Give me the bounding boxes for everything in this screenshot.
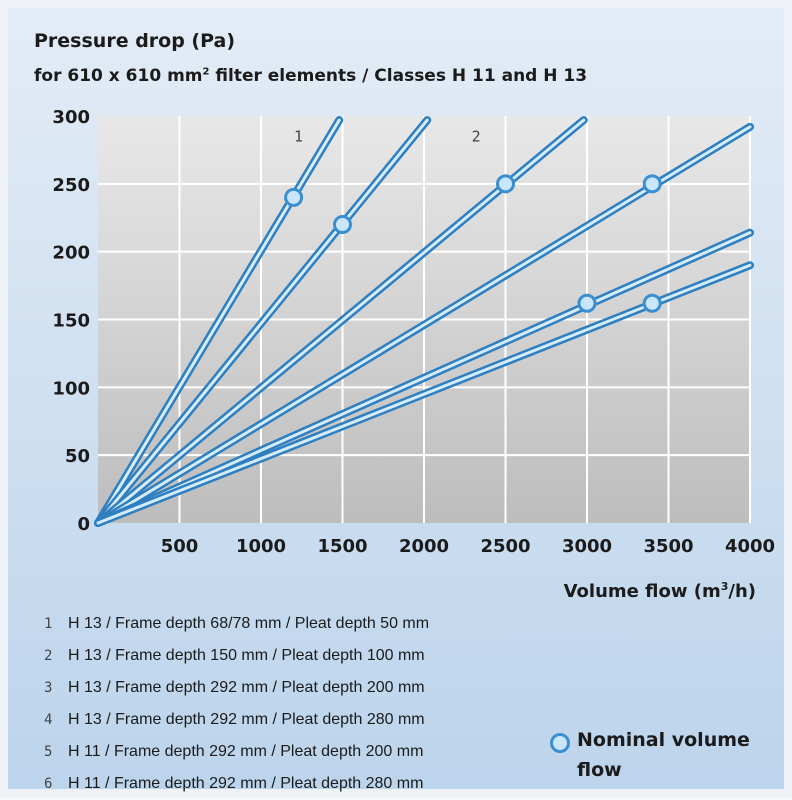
series-line-highlight bbox=[96, 118, 429, 525]
series-label: 1 bbox=[294, 127, 303, 145]
legend-text: H 13 / Frame depth 68/78 mm / Pleat dept… bbox=[68, 615, 430, 632]
series-line-highlight bbox=[96, 263, 752, 525]
xlabel-main: Volume flow (m bbox=[563, 581, 721, 602]
x-tick-label: 1000 bbox=[236, 536, 286, 557]
x-tick-label: 500 bbox=[161, 536, 199, 557]
legend-item: 2 H 13 / Frame depth 150 mm / Pleat depth… bbox=[44, 640, 429, 672]
nominal-flow-marker bbox=[577, 293, 597, 313]
x-tick-label: 3000 bbox=[562, 536, 612, 557]
legend-number: 5 bbox=[44, 744, 53, 760]
x-tick-label: 2000 bbox=[399, 536, 449, 557]
nominal-legend: Nominal volume flow bbox=[550, 729, 777, 785]
subtitle-main: for 610 x 610 mm bbox=[34, 66, 203, 86]
x-tick-label: 2500 bbox=[480, 536, 530, 557]
series-line-highlight bbox=[96, 118, 341, 525]
x-axis-label: Volume flow (m3/h) bbox=[564, 580, 756, 602]
legend-number: 4 bbox=[44, 712, 53, 728]
nominal-flow-marker bbox=[284, 187, 304, 207]
x-tick-label: 1500 bbox=[317, 536, 367, 557]
legend-text: H 13 / Frame depth 292 mm / Pleat depth … bbox=[68, 679, 425, 696]
series-label: 2 bbox=[472, 127, 481, 145]
x-tick-label: 3500 bbox=[643, 536, 693, 557]
subtitle-sup: 2 bbox=[202, 66, 210, 78]
y-tick-label: 200 bbox=[52, 243, 90, 264]
y-tick-label: 0 bbox=[77, 514, 90, 535]
nominal-flow-marker bbox=[642, 293, 662, 313]
legend-text: H 13 / Frame depth 150 mm / Pleat depth … bbox=[68, 647, 425, 664]
legend-text: H 11 / Frame depth 292 mm / Pleat depth … bbox=[68, 775, 424, 792]
pressure-drop-chart: 500 1000 1500 2000 2500 3000 3500 4000 0 50 100 150… bbox=[52, 107, 775, 557]
y-tick-label: 150 bbox=[52, 311, 90, 332]
legend-number: 6 bbox=[44, 776, 53, 792]
series-line-highlight bbox=[96, 231, 752, 525]
nominal-label: Nominal volume flow bbox=[577, 729, 750, 781]
chart-title: Pressure drop (Pa) bbox=[34, 30, 236, 52]
y-tick-label: 50 bbox=[65, 446, 90, 467]
legend-item: 4 H 13 / Frame depth 292 mm / Pleat depth… bbox=[44, 704, 429, 736]
chart-subtitle: for 610 x 610 mm2 filter elements / Clas… bbox=[34, 66, 587, 86]
legend-item: 6 H 11 / Frame depth 292 mm / Pleat depth… bbox=[44, 768, 429, 800]
legend-text: H 13 / Frame depth 292 mm / Pleat depth … bbox=[68, 711, 425, 728]
nominal-marker-icon bbox=[550, 733, 570, 753]
y-tick-label: 300 bbox=[52, 107, 90, 128]
legend: 1 H 13 / Frame depth 68/78 mm / Pleat dep… bbox=[44, 608, 429, 800]
legend-number: 1 bbox=[44, 616, 53, 632]
nominal-flow-marker bbox=[496, 174, 515, 194]
legend-item: 3 H 13 / Frame depth 292 mm / Pleat depth… bbox=[44, 672, 429, 704]
legend-number: 3 bbox=[44, 680, 53, 696]
subtitle-rest: filter elements / Classes H 11 and H 13 bbox=[209, 66, 588, 86]
legend-text: H 11 / Frame depth 292 mm / Pleat depth … bbox=[68, 743, 424, 760]
nominal-flow-marker bbox=[642, 174, 662, 194]
y-tick-label: 250 bbox=[52, 175, 90, 196]
xlabel-sup: 3 bbox=[720, 580, 729, 593]
nominal-flow-marker bbox=[333, 215, 352, 235]
x-tick-label: 4000 bbox=[725, 536, 775, 557]
legend-item: 5 H 11 / Frame depth 292 mm / Pleat depth… bbox=[44, 736, 429, 768]
series-line-highlight bbox=[96, 125, 752, 525]
y-tick-label: 100 bbox=[52, 378, 90, 399]
legend-number: 2 bbox=[44, 648, 53, 664]
xlabel-rest: /h) bbox=[728, 581, 756, 602]
legend-item: 1 H 13 / Frame depth 68/78 mm / Pleat dep… bbox=[44, 608, 429, 640]
